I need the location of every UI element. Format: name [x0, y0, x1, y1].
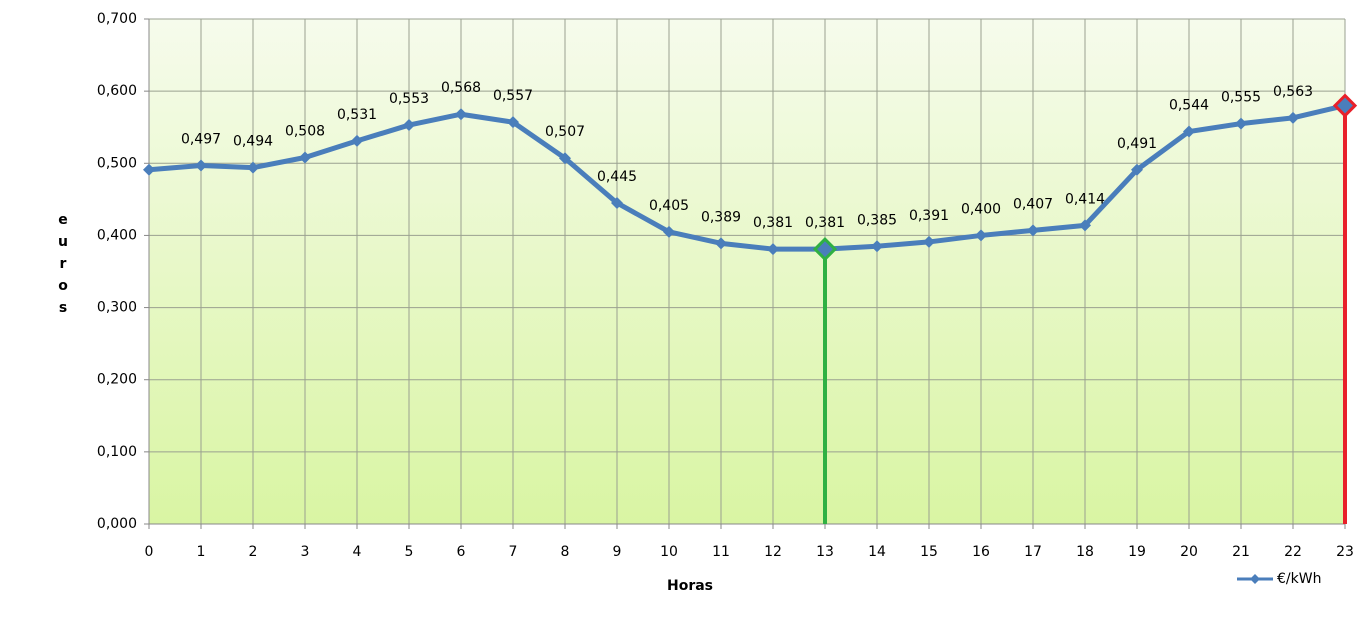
point	[1079, 219, 1091, 232]
data-label: 0,555	[1221, 90, 1261, 106]
x-tick-label: 4	[353, 544, 362, 560]
data-label: 0,563	[1273, 84, 1313, 100]
x-tick-label: 16	[972, 544, 990, 560]
plot-area	[149, 19, 1345, 524]
series-line	[148, 103, 1346, 252]
x-tick-label: 10	[660, 544, 678, 560]
data-label: 0,507	[545, 124, 585, 140]
point	[1183, 125, 1195, 138]
x-tick-label: 18	[1076, 544, 1094, 560]
y-tick-label: 0,700	[97, 11, 137, 27]
x-tick-label: 2	[249, 544, 258, 560]
y-tick-label: 0,200	[97, 372, 137, 388]
data-label: 0,557	[493, 88, 533, 104]
data-label: 0,405	[649, 198, 689, 214]
point	[923, 235, 935, 248]
point	[611, 196, 623, 209]
data-label: 0,381	[753, 215, 793, 231]
data-label: 0,445	[597, 169, 637, 185]
point	[1287, 111, 1299, 124]
data-label: 0,508	[285, 124, 325, 140]
point	[299, 151, 311, 164]
point	[403, 119, 415, 132]
x-tick-label: 14	[868, 544, 886, 560]
data-label: 0,568	[441, 80, 481, 96]
point	[351, 134, 363, 147]
point	[195, 159, 207, 172]
data-label: 0,414	[1065, 191, 1105, 207]
point	[455, 108, 467, 121]
data-label: 0,497	[181, 131, 221, 147]
data-label: 0,491	[1117, 136, 1157, 152]
x-tick-label: 13	[816, 544, 834, 560]
x-tick-label: 21	[1232, 544, 1250, 560]
point	[143, 163, 155, 176]
point	[247, 161, 259, 174]
x-tick-label: 0	[145, 544, 154, 560]
y-tick-label: 0,500	[97, 155, 137, 171]
data-label: 0,544	[1169, 98, 1209, 114]
y-tick-label: 0,300	[97, 300, 137, 316]
x-tick-label: 7	[509, 544, 518, 560]
data-label: 0,385	[857, 212, 897, 228]
highlight-marker	[812, 237, 838, 262]
x-tick-label: 19	[1128, 544, 1146, 560]
point	[871, 240, 883, 253]
y-tick-label: 0,100	[97, 444, 137, 460]
point	[1235, 117, 1247, 130]
legend-label: €/kWh	[1277, 571, 1321, 587]
data-label: 0,381	[805, 215, 845, 231]
point	[663, 225, 675, 238]
x-tick-label: 20	[1180, 544, 1198, 560]
point	[715, 237, 727, 250]
x-tick-label: 22	[1284, 544, 1302, 560]
point	[975, 229, 987, 242]
data-label: 0,391	[909, 208, 949, 224]
y-tick-label: 0,000	[97, 516, 137, 532]
x-tick-label: 15	[920, 544, 938, 560]
x-tick-label: 1	[197, 544, 206, 560]
x-axis-label: Horas	[667, 578, 713, 594]
data-label: 0,400	[961, 201, 1001, 217]
data-label: 0,553	[389, 91, 429, 107]
point	[559, 152, 571, 165]
point	[767, 243, 779, 256]
x-tick-label: 12	[764, 544, 782, 560]
data-label: 0,531	[337, 107, 377, 123]
data-label: 0,494	[233, 134, 273, 150]
point	[1131, 163, 1143, 176]
data-label: 0,389	[701, 209, 741, 225]
x-tick-label: 23	[1336, 544, 1354, 560]
y-tick-label: 0,400	[97, 227, 137, 243]
point	[507, 116, 519, 129]
x-tick-label: 6	[457, 544, 466, 560]
x-tick-label: 3	[301, 544, 310, 560]
highlight-marker	[1332, 93, 1358, 118]
x-tick-label: 9	[613, 544, 622, 560]
x-tick-label: 5	[405, 544, 414, 560]
data-label: 0,407	[1013, 196, 1053, 212]
point	[1027, 224, 1039, 237]
x-tick-label: 17	[1024, 544, 1042, 560]
x-tick-label: 8	[561, 544, 570, 560]
x-tick-label: 11	[712, 544, 730, 560]
y-tick-label: 0,600	[97, 83, 137, 99]
legend-marker	[1250, 574, 1260, 584]
y-axis-label: euros	[55, 212, 71, 322]
